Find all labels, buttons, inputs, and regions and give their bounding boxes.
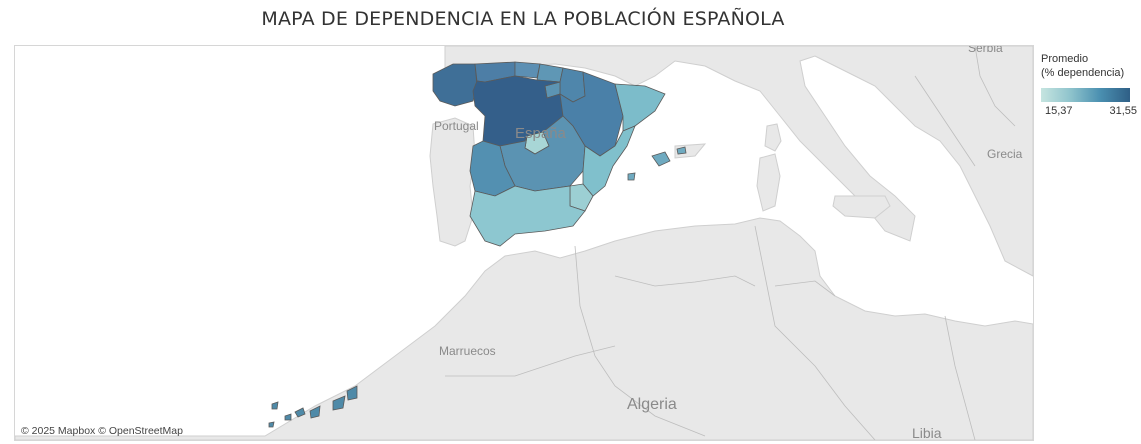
region-cataluna[interactable] <box>614 83 666 132</box>
label-grecia: Grecia <box>987 147 1023 161</box>
legend-title-line1: Promedio <box>1041 53 1089 65</box>
label-libia: Libia <box>912 425 942 440</box>
label-portugal: Portugal <box>434 119 479 133</box>
legend-min: 15,37 <box>1045 105 1073 117</box>
label-espana: España <box>515 125 567 142</box>
region-baleares-menorca[interactable] <box>676 146 687 155</box>
region-baleares-ibiza[interactable] <box>627 172 636 181</box>
basemap-land <box>15 46 1033 440</box>
region-baleares[interactable] <box>651 151 671 167</box>
region-galicia[interactable] <box>432 63 478 107</box>
chart-title: MAPA DE DEPENDENCIA EN LA POBLACIÓN ESPA… <box>261 8 785 30</box>
region-valencia[interactable] <box>582 125 636 197</box>
legend-title: Promedio (% dependencia) <box>1041 52 1141 80</box>
color-legend[interactable]: Promedio (% dependencia) 15,37 31,55 <box>1041 52 1141 119</box>
label-marruecos: Marruecos <box>439 344 496 358</box>
label-algeria: Algeria <box>627 396 677 413</box>
map-attribution[interactable]: © 2025 Mapbox © OpenStreetMap <box>21 425 183 437</box>
region-andalucia[interactable] <box>469 185 586 247</box>
legend-max: 31,55 <box>1109 105 1137 117</box>
basemap-borders <box>445 46 1016 440</box>
region-cantabria[interactable] <box>514 61 541 79</box>
region-pais-vasco[interactable] <box>536 63 564 83</box>
legend-title-line2: (% dependencia) <box>1041 67 1125 79</box>
label-serbia: Serbia <box>968 46 1003 55</box>
legend-gradient-bar <box>1041 88 1130 102</box>
map-svg[interactable]: Portugal España Serbia Grecia Marruecos … <box>15 46 1033 440</box>
map-view[interactable]: Portugal España Serbia Grecia Marruecos … <box>14 45 1034 441</box>
region-canarias[interactable] <box>268 385 358 428</box>
legend-ticks: 15,37 31,55 <box>1041 105 1137 119</box>
spain-regions[interactable] <box>268 61 687 428</box>
map-labels: Portugal España Serbia Grecia Marruecos … <box>434 46 1023 440</box>
